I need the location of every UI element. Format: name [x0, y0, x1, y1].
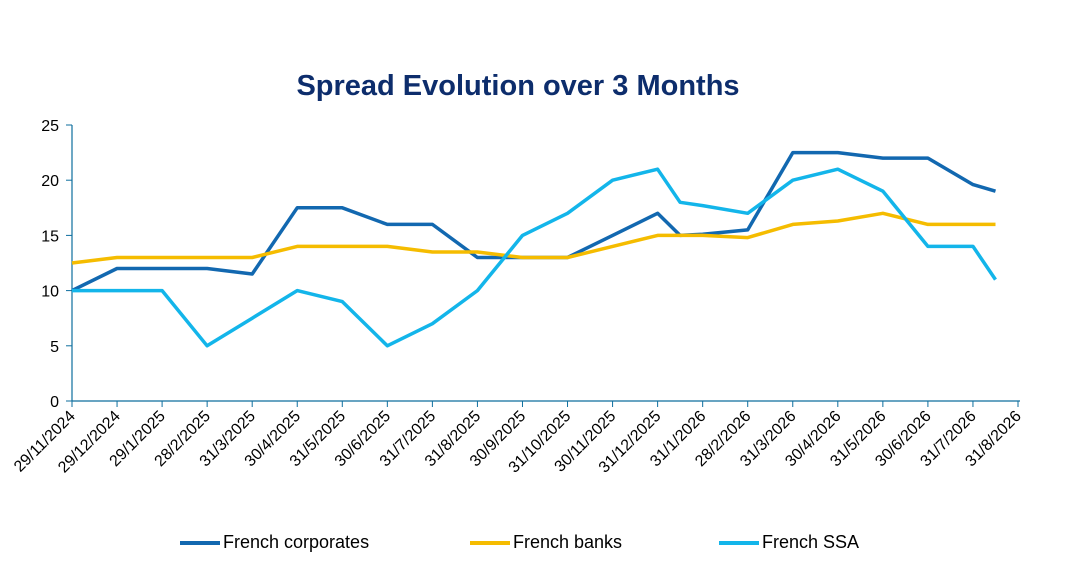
legend-swatch	[719, 540, 759, 545]
legend-item: French SSA	[719, 532, 859, 553]
legend-label: French SSA	[762, 532, 860, 552]
legend-item: French banks	[470, 532, 622, 553]
legend-label: French corporates	[223, 532, 370, 552]
y-tick-label: 0	[50, 394, 59, 411]
series-lines	[71, 150, 997, 348]
x-tick-labels: 29/11/202429/12/202429/1/202528/2/202531…	[11, 408, 1025, 477]
chart-title: Spread Evolution over 3 Months	[296, 70, 740, 102]
legend-item: French corporates	[180, 532, 369, 553]
series-line-french-ssa	[72, 167, 997, 348]
y-tick-label: 15	[41, 228, 59, 245]
y-tick-label: 10	[41, 284, 59, 301]
series-line-french-corporates	[71, 150, 996, 293]
axes	[66, 124, 1020, 407]
legend-swatch	[180, 540, 220, 545]
y-tick-label: 5	[50, 339, 59, 356]
y-tick-label: 25	[41, 118, 59, 135]
legend: French corporates French banks French SSA	[0, 532, 1067, 556]
series-line-french-banks	[71, 211, 996, 265]
y-tick-labels: 0 5 10 15 20 25	[41, 118, 59, 411]
y-tick-label: 20	[41, 173, 59, 190]
legend-label: French banks	[513, 532, 623, 552]
legend-swatch	[470, 540, 510, 545]
